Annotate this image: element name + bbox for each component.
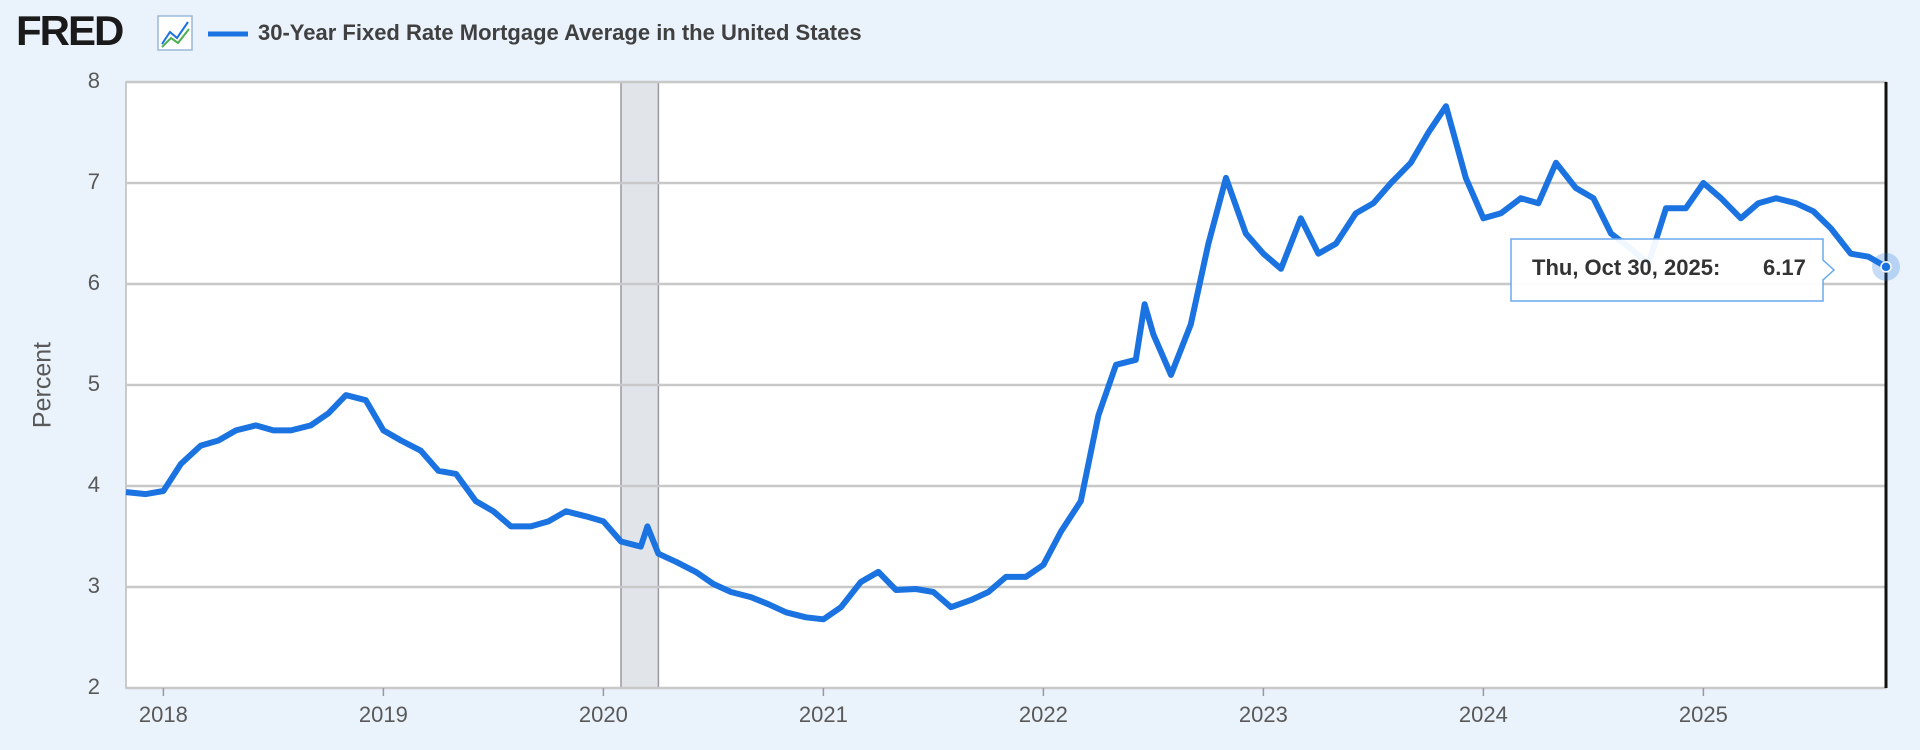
- legend-label: 30-Year Fixed Rate Mortgage Average in t…: [258, 20, 862, 45]
- x-tick-label: 2020: [579, 702, 628, 727]
- tooltip-value: 6.17: [1763, 255, 1806, 280]
- x-tick-label: 2019: [359, 702, 408, 727]
- x-tick-label: 2021: [799, 702, 848, 727]
- y-tick-label: 7: [88, 169, 100, 194]
- y-tick-label: 4: [88, 472, 100, 497]
- y-tick-label: 5: [88, 371, 100, 396]
- x-tick-label: 2022: [1019, 702, 1068, 727]
- tooltip-date: Thu, Oct 30, 2025:: [1532, 255, 1720, 280]
- x-tick-label: 2018: [139, 702, 188, 727]
- y-tick-label: 8: [88, 68, 100, 93]
- y-tick-label: 3: [88, 573, 100, 598]
- chart-icon: [157, 15, 193, 51]
- x-tick-label: 2024: [1459, 702, 1508, 727]
- y-tick-label: 2: [88, 674, 100, 699]
- x-tick-label: 2025: [1679, 702, 1728, 727]
- series-line: [125, 103, 1888, 623]
- hover-point: [1880, 261, 1892, 273]
- x-tick-label: 2023: [1239, 702, 1288, 727]
- y-axis-label: Percent: [29, 342, 57, 428]
- y-tick-label: 6: [88, 270, 100, 295]
- tooltip: Thu, Oct 30, 2025: 6.17: [1510, 238, 1836, 302]
- tooltip-box: [1510, 238, 1836, 302]
- brand-logo: FRED: [16, 7, 123, 54]
